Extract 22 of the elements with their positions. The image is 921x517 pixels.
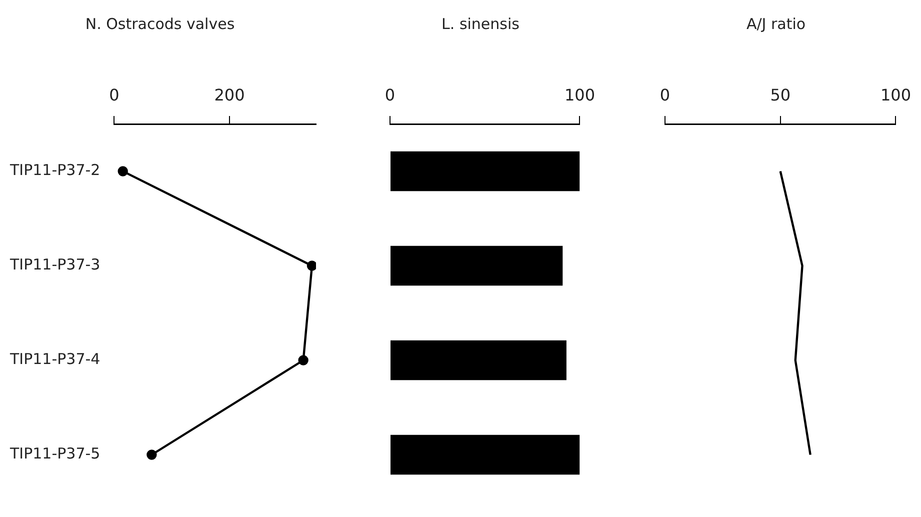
x-tick-label: 0 [109, 86, 120, 105]
y-tick-label: TIP11-P37-4 [8, 350, 100, 368]
bar [390, 434, 580, 475]
x-tick-label: 0 [384, 86, 396, 105]
bar [390, 246, 563, 286]
x-tick-label: 100 [880, 86, 912, 105]
x-tick-label: 50 [770, 86, 791, 105]
point [118, 166, 128, 176]
x-tick-label: 200 [214, 86, 245, 105]
point [306, 260, 316, 271]
y-tick-label: TIP11-P37-2 [8, 161, 100, 180]
chart-title: A/J ratio [746, 14, 806, 33]
x-tick-label: 0 [660, 86, 670, 105]
chart-title: N. Ostracods valves [85, 14, 235, 33]
bar [390, 340, 566, 380]
chart-title: L. sinensis [442, 14, 520, 33]
point [146, 450, 157, 460]
x-tick-label: 100 [564, 86, 596, 105]
point [298, 355, 308, 366]
y-tick-label: TIP11-P37-5 [8, 444, 100, 463]
bar [390, 151, 580, 192]
y-tick-label: TIP11-P37-3 [8, 256, 100, 274]
